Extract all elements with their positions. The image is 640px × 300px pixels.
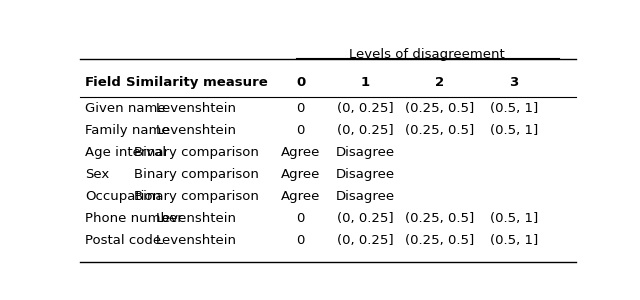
Text: (0.5, 1]: (0.5, 1]: [490, 124, 538, 137]
Text: 0: 0: [296, 76, 305, 89]
Text: Given name: Given name: [85, 102, 166, 115]
Text: Phone number: Phone number: [85, 212, 182, 225]
Text: (0, 0.25]: (0, 0.25]: [337, 234, 394, 247]
Text: Binary comparison: Binary comparison: [134, 146, 259, 159]
Text: Age interval: Age interval: [85, 146, 166, 159]
Text: Levenshtein: Levenshtein: [156, 102, 237, 115]
Text: Binary comparison: Binary comparison: [134, 168, 259, 181]
Text: Sex: Sex: [85, 168, 109, 181]
Text: Occupation: Occupation: [85, 190, 161, 203]
Text: Field: Field: [85, 76, 122, 89]
Text: 0: 0: [296, 212, 305, 225]
Text: (0.5, 1]: (0.5, 1]: [490, 234, 538, 247]
Text: 0: 0: [296, 124, 305, 137]
Text: (0, 0.25]: (0, 0.25]: [337, 212, 394, 225]
Text: Levenshtein: Levenshtein: [156, 124, 237, 137]
Text: Disagree: Disagree: [335, 168, 395, 181]
Text: 2: 2: [435, 76, 444, 89]
Text: Agree: Agree: [281, 146, 321, 159]
Text: Disagree: Disagree: [335, 190, 395, 203]
Text: Levenshtein: Levenshtein: [156, 234, 237, 247]
Text: (0.25, 0.5]: (0.25, 0.5]: [405, 234, 474, 247]
Text: Family name: Family name: [85, 124, 170, 137]
Text: (0.5, 1]: (0.5, 1]: [490, 212, 538, 225]
Text: Agree: Agree: [281, 190, 321, 203]
Text: Similarity measure: Similarity measure: [125, 76, 268, 89]
Text: Postal code: Postal code: [85, 234, 161, 247]
Text: Levenshtein: Levenshtein: [156, 212, 237, 225]
Text: 1: 1: [360, 76, 370, 89]
Text: (0.5, 1]: (0.5, 1]: [490, 102, 538, 115]
Text: Levels of disagreement: Levels of disagreement: [349, 47, 505, 61]
Text: 0: 0: [296, 102, 305, 115]
Text: 3: 3: [509, 76, 518, 89]
Text: (0, 0.25]: (0, 0.25]: [337, 124, 394, 137]
Text: Disagree: Disagree: [335, 146, 395, 159]
Text: Binary comparison: Binary comparison: [134, 190, 259, 203]
Text: (0.25, 0.5]: (0.25, 0.5]: [405, 212, 474, 225]
Text: 0: 0: [296, 234, 305, 247]
Text: (0.25, 0.5]: (0.25, 0.5]: [405, 102, 474, 115]
Text: (0, 0.25]: (0, 0.25]: [337, 102, 394, 115]
Text: Agree: Agree: [281, 168, 321, 181]
Text: (0.25, 0.5]: (0.25, 0.5]: [405, 124, 474, 137]
